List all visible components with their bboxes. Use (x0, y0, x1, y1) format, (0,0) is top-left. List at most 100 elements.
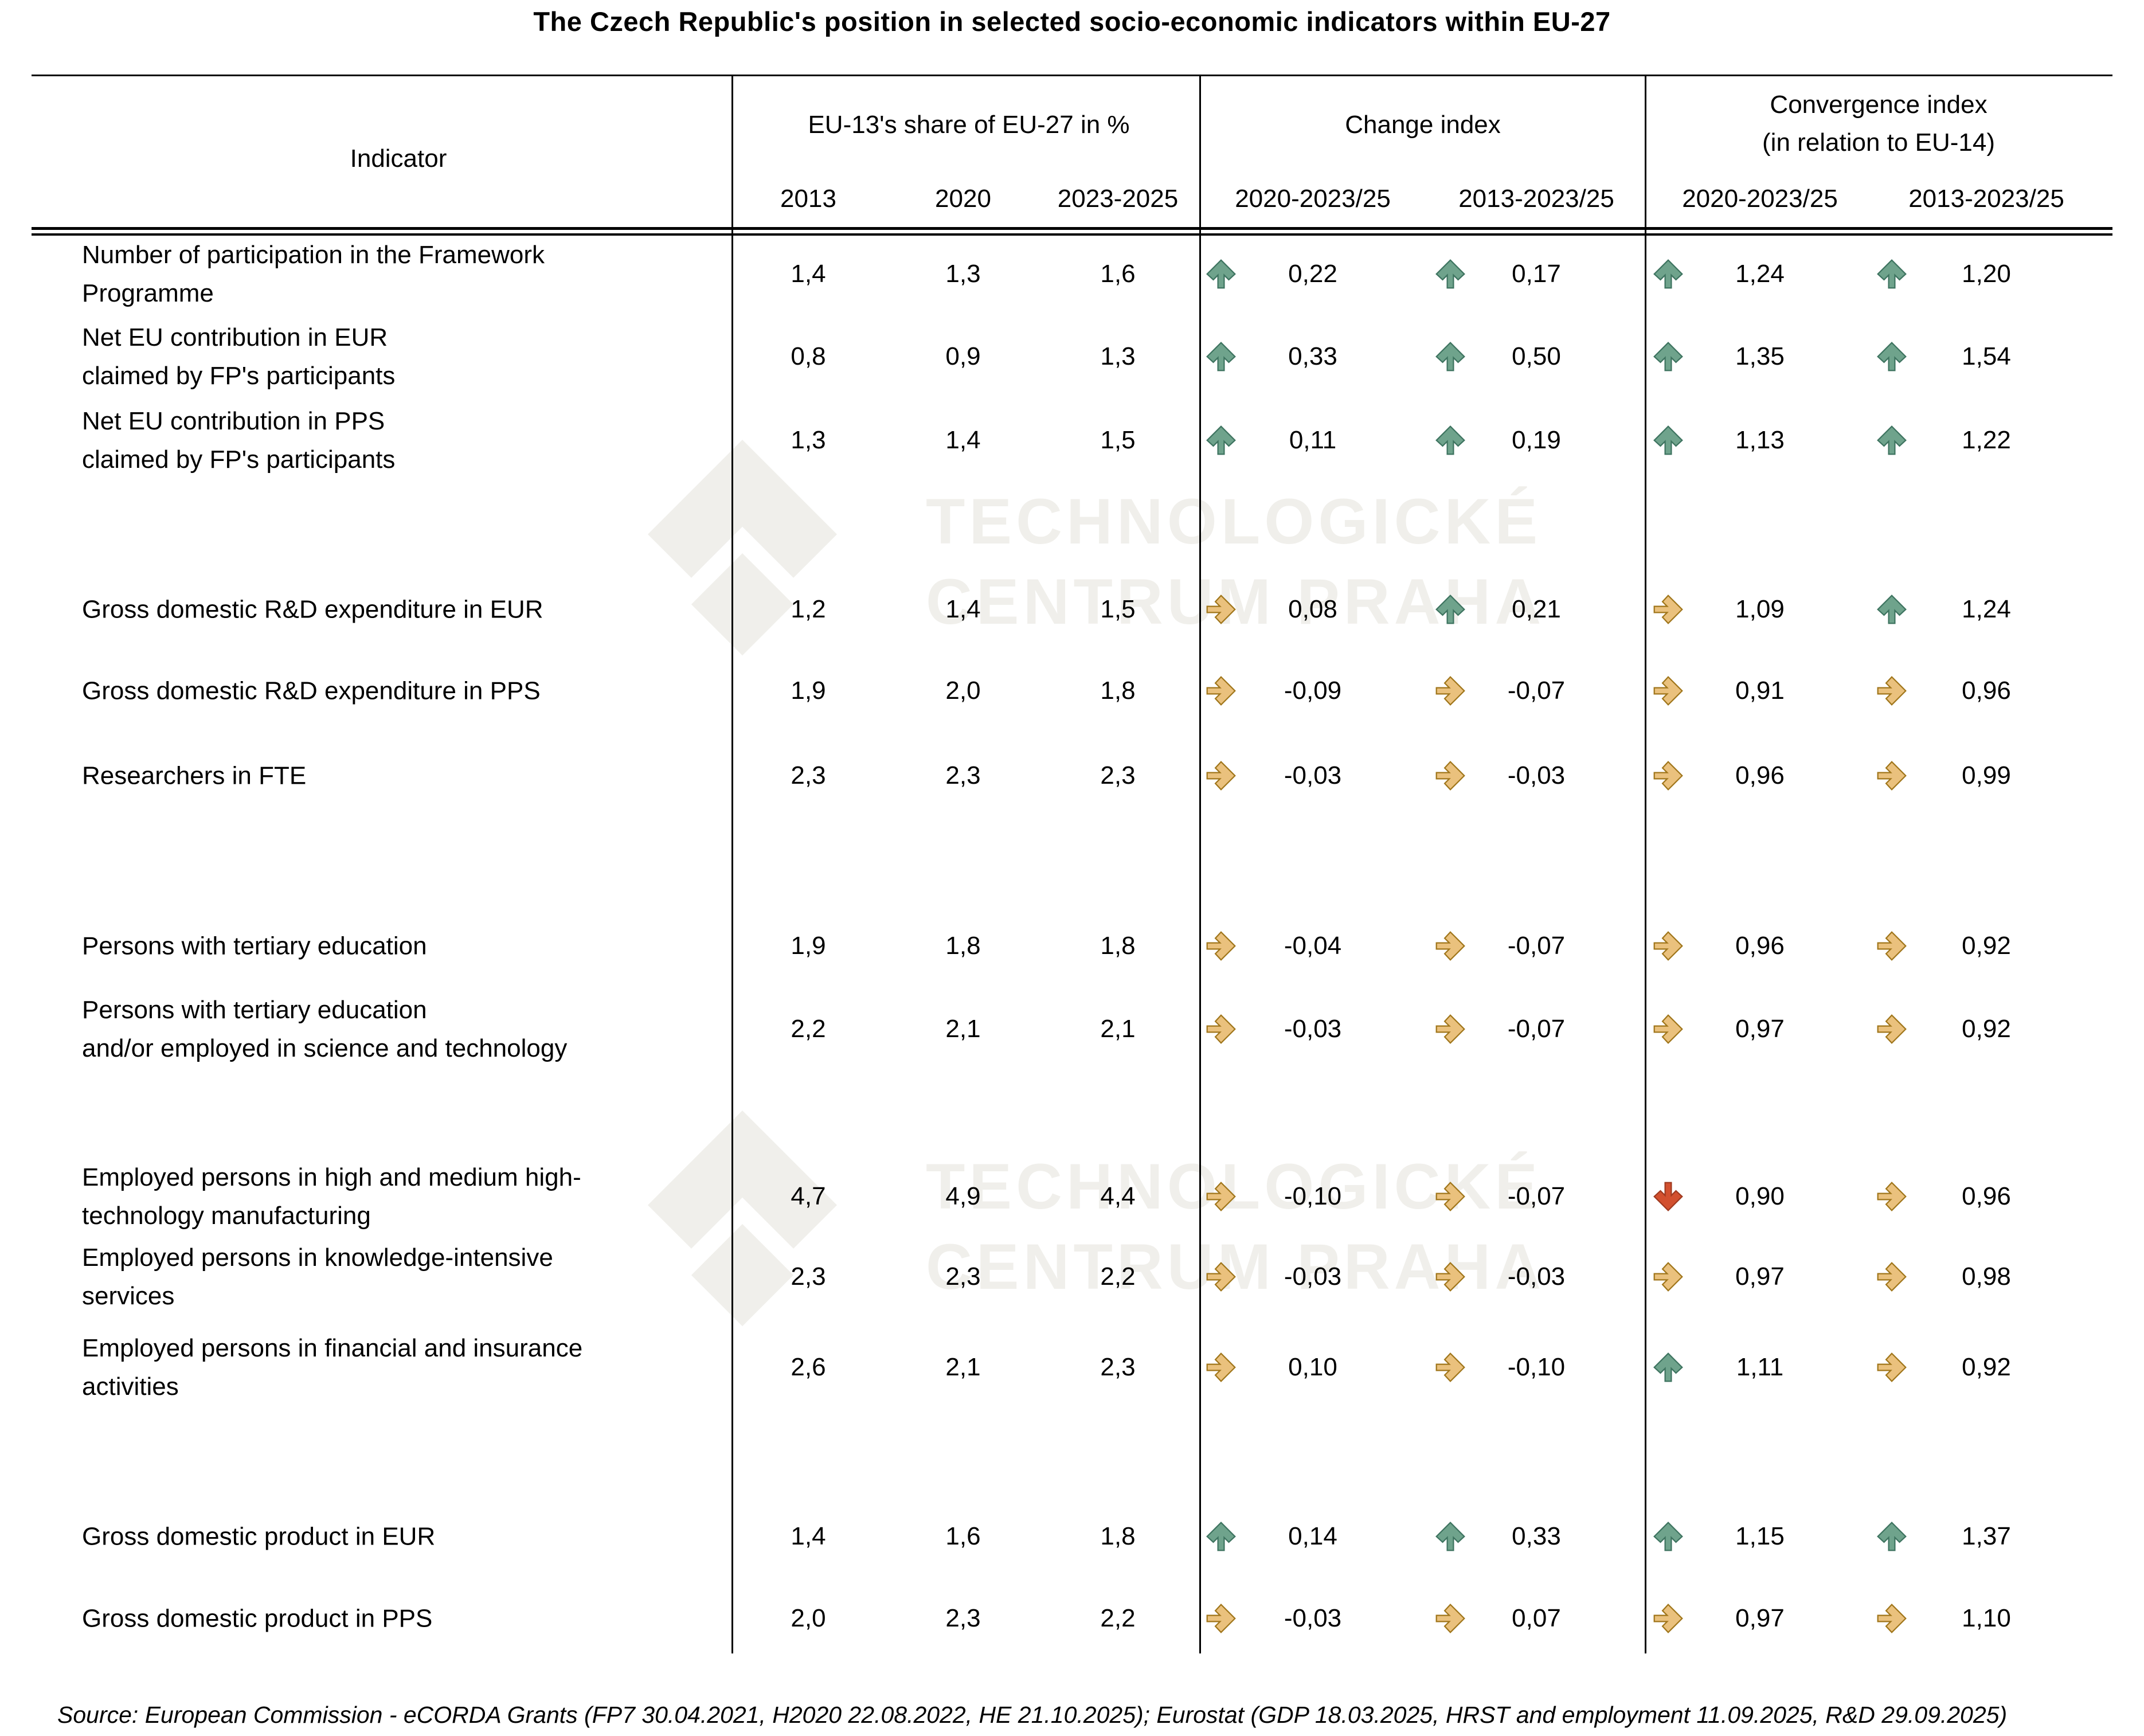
change-2020-trend (1206, 1521, 1237, 1552)
trend-arrow-icon (1206, 760, 1237, 791)
share-2013-value: 1,4 (791, 260, 826, 288)
convergence-2020-trend (1653, 1181, 1684, 1212)
watermark-text-line: TECHNOLOGICKÉ (926, 1151, 1542, 1222)
convergence-2020-trend (1653, 1352, 1684, 1383)
change-2020-trend (1206, 1261, 1237, 1292)
trend-arrow-icon (1435, 930, 1466, 961)
change-2020-value: 0,14 (1288, 1522, 1337, 1550)
trend-arrow-icon (1653, 1014, 1684, 1045)
source-note: Source: European Commission - eCORDA Gra… (57, 1702, 2008, 1728)
change-2020-trend (1206, 675, 1237, 706)
change-2020-value: -0,03 (1284, 1015, 1342, 1043)
trend-arrow-icon (1876, 1603, 1907, 1634)
indicator-label: Net EU contribution in PPS claimed by FP… (82, 402, 395, 479)
convergence-2020-value: 0,96 (1735, 761, 1785, 789)
convergence-2020-trend (1653, 259, 1684, 290)
trend-arrow-icon (1653, 675, 1684, 706)
trend-arrow-icon (1653, 259, 1684, 290)
change-2020-trend (1206, 1603, 1237, 1634)
convergence-2013-trend (1876, 675, 1907, 706)
share-2013-value: 2,3 (791, 1262, 826, 1291)
convergence-2013-value: 0,99 (1962, 761, 2011, 789)
change-2020-value: 0,08 (1288, 595, 1337, 623)
share-2013-value: 1,9 (791, 932, 826, 960)
indicator-label-line: Employed persons in high and medium high… (82, 1163, 581, 1191)
trend-arrow-icon (1435, 1261, 1466, 1292)
indicator-label: Researchers in FTE (82, 757, 306, 795)
change-2020-trend (1206, 341, 1237, 372)
indicator-label-line: claimed by FP's participants (82, 362, 396, 390)
change-2013-value: 0,33 (1512, 1522, 1561, 1550)
trend-arrow-icon (1653, 1261, 1684, 1292)
share-2023-2025-value: 1,8 (1100, 677, 1136, 705)
trend-arrow-icon (1876, 675, 1907, 706)
indicator-label-line: technology manufacturing (82, 1202, 371, 1230)
convergence-2013-value: 0,98 (1962, 1262, 2011, 1291)
share-2013-value: 1,3 (791, 426, 826, 454)
watermark-text-line: CENTRUM PRAHA (926, 1231, 1546, 1303)
change-2013-value: -0,07 (1507, 1015, 1566, 1043)
subheader-year-2023-2025: 2023-2025 (1057, 185, 1179, 213)
share-2023-2025-value: 2,2 (1100, 1604, 1136, 1632)
convergence-2020-value: 1,24 (1735, 260, 1785, 288)
share-2013-value: 2,3 (791, 761, 826, 789)
indicator-label-line: Gross domestic product in PPS (82, 1604, 433, 1633)
change-2020-trend (1206, 1014, 1237, 1045)
share-2013-value: 2,6 (791, 1353, 826, 1381)
trend-arrow-icon (1206, 1521, 1237, 1552)
trend-arrow-icon (1876, 1261, 1907, 1292)
change-2013-value: 0,19 (1512, 426, 1561, 454)
share-2020-value: 2,3 (945, 1604, 981, 1632)
convergence-2013-value: 1,22 (1962, 426, 2011, 454)
trend-arrow-icon (1206, 1352, 1237, 1383)
convergence-2013-value: 0,92 (1962, 932, 2011, 960)
convergence-2013-value: 1,24 (1962, 595, 2011, 623)
convergence-2013-value: 0,92 (1962, 1015, 2011, 1043)
trend-arrow-icon (1876, 1521, 1907, 1552)
share-2023-2025-value: 4,4 (1100, 1182, 1136, 1210)
change-2013-value: 0,21 (1512, 595, 1561, 623)
indicator-label-line: Persons with tertiary education (82, 996, 427, 1024)
trend-arrow-icon (1876, 259, 1907, 290)
indicator-label-line: Net EU contribution in EUR (82, 323, 388, 351)
convergence-2020-trend (1653, 675, 1684, 706)
trend-arrow-icon (1653, 1181, 1684, 1212)
indicator-label-line: Employed persons in knowledge-intensive (82, 1244, 553, 1272)
table-row: Employed persons in high and medium high… (0, 1155, 2144, 1238)
change-2020-trend (1206, 259, 1237, 290)
change-2020-trend (1206, 425, 1237, 456)
table-row: Net EU contribution in PPS claimed by FP… (0, 398, 2144, 482)
indicator-label-line: Gross domestic R&D expenditure in PPS (82, 677, 541, 705)
trend-arrow-icon (1435, 1352, 1466, 1383)
trend-arrow-icon (1435, 425, 1466, 456)
table-row: Employed persons in financial and insura… (0, 1326, 2144, 1409)
indicator-label-line: and/or employed in science and technolog… (82, 1034, 568, 1062)
share-2013-value: 1,9 (791, 677, 826, 705)
convergence-2013-value: 0,92 (1962, 1353, 2011, 1381)
trend-arrow-icon (1206, 594, 1237, 625)
trend-arrow-icon (1876, 1181, 1907, 1212)
convergence-2013-value: 1,37 (1962, 1522, 2011, 1550)
trend-arrow-icon (1206, 259, 1237, 290)
trend-arrow-icon (1435, 1521, 1466, 1552)
trend-arrow-icon (1653, 1352, 1684, 1383)
indicator-label-line: Employed persons in financial and insura… (82, 1334, 583, 1362)
convergence-2020-value: 0,90 (1735, 1182, 1785, 1210)
share-2013-value: 2,2 (791, 1015, 826, 1043)
trend-arrow-icon (1206, 1603, 1237, 1634)
trend-arrow-icon (1206, 1261, 1237, 1292)
trend-arrow-icon (1206, 341, 1237, 372)
trend-arrow-icon (1435, 1603, 1466, 1634)
change-2013-trend (1435, 760, 1466, 791)
share-2023-2025-value: 1,6 (1100, 260, 1136, 288)
trend-arrow-icon (1435, 760, 1466, 791)
indicator-label: Persons with tertiary education and/or e… (82, 991, 567, 1068)
share-2023-2025-value: 2,1 (1100, 1015, 1136, 1043)
trend-arrow-icon (1653, 594, 1684, 625)
trend-arrow-icon (1435, 1014, 1466, 1045)
change-2013-trend (1435, 259, 1466, 290)
watermark-block (648, 439, 837, 671)
table-top-border-line (32, 75, 2112, 76)
indicator-label-line: Persons with tertiary education (82, 932, 427, 960)
convergence-2013-trend (1876, 341, 1907, 372)
